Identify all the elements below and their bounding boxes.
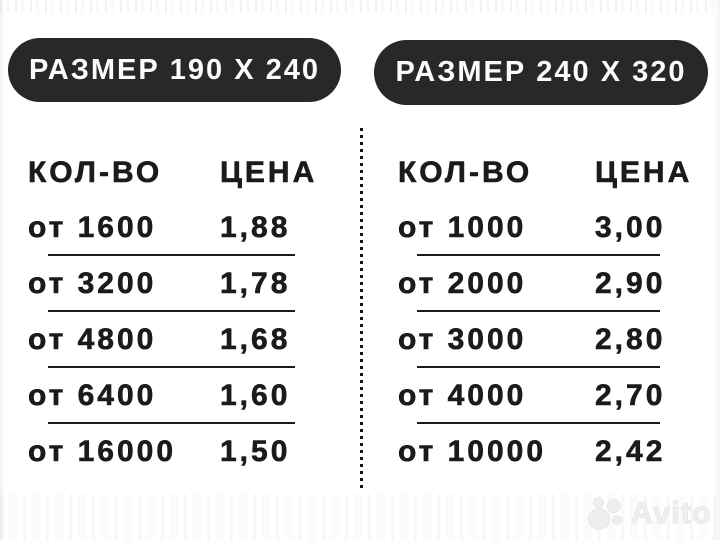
price-value: 1,68: [220, 323, 291, 357]
table-row: от 6400 1,60: [28, 368, 333, 424]
price-value: 3,00: [595, 211, 666, 245]
avito-logo-icon: [587, 496, 626, 530]
price-column-header: ЦЕНА: [595, 156, 693, 190]
grunge-edge-right: [713, 0, 720, 540]
table-row: от 16000 1,50: [28, 424, 333, 480]
price-value: 2,80: [595, 323, 666, 357]
quantity-column-header: КОЛ-ВО: [398, 156, 533, 190]
table-row: от 4800 1,68: [28, 312, 333, 368]
quantity-value: от 4000: [398, 379, 527, 413]
quantity-value: от 1600: [28, 211, 157, 245]
price-value: 1,60: [220, 379, 291, 413]
size-badge-label: РАЗМЕР 240 Х 320: [395, 56, 687, 88]
quantity-value: от 3200: [28, 267, 157, 301]
table-header-row: КОЛ-ВО ЦЕНА: [28, 146, 333, 200]
table-row: от 1000 3,00: [398, 200, 708, 256]
quantity-value: от 16000: [28, 435, 177, 469]
price-value: 2,90: [595, 267, 666, 301]
table-row: от 1600 1,88: [28, 200, 333, 256]
grunge-edge-left: [0, 0, 5, 540]
table-row: от 4000 2,70: [398, 368, 708, 424]
price-value: 2,70: [595, 379, 666, 413]
price-value: 1,50: [220, 435, 291, 469]
dotted-divider: [360, 128, 363, 488]
price-value: 1,88: [220, 211, 291, 245]
size-badge-190x240: РАЗМЕР 190 Х 240: [8, 38, 341, 102]
price-table-240x320: КОЛ-ВО ЦЕНА от 1000 3,00 от 2000 2,90 от…: [398, 146, 708, 480]
size-badge-240x320: РАЗМЕР 240 Х 320: [374, 40, 708, 105]
table-header-row: КОЛ-ВО ЦЕНА: [398, 146, 708, 200]
table-row: от 3000 2,80: [398, 312, 708, 368]
table-row: от 10000 2,42: [398, 424, 708, 480]
avito-wordmark: Avito: [630, 495, 712, 531]
quantity-value: от 3000: [398, 323, 527, 357]
avito-watermark: Avito: [587, 495, 712, 531]
quantity-value: от 6400: [28, 379, 157, 413]
quantity-value: от 1000: [398, 211, 527, 245]
quantity-value: от 2000: [398, 267, 527, 301]
table-row: от 3200 1,78: [28, 256, 333, 312]
price-value: 1,78: [220, 267, 291, 301]
price-table-190x240: КОЛ-ВО ЦЕНА от 1600 1,88 от 3200 1,78 от…: [28, 146, 333, 480]
quantity-value: от 4800: [28, 323, 157, 357]
quantity-value: от 10000: [398, 435, 547, 469]
price-value: 2,42: [595, 435, 666, 469]
size-badge-label: РАЗМЕР 190 Х 240: [28, 53, 321, 86]
table-row: от 2000 2,90: [398, 256, 708, 312]
grunge-edge-top: [0, 0, 720, 13]
quantity-column-header: КОЛ-ВО: [28, 156, 163, 190]
price-column-header: ЦЕНА: [220, 156, 318, 190]
